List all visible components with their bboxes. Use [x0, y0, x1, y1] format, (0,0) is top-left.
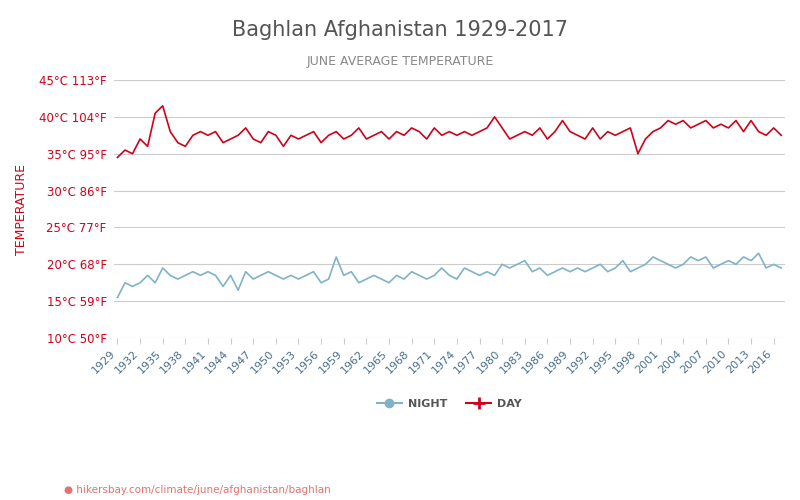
Y-axis label: TEMPERATURE: TEMPERATURE [15, 164, 28, 254]
Text: Baghlan Afghanistan 1929-2017: Baghlan Afghanistan 1929-2017 [232, 20, 568, 40]
Legend: NIGHT, DAY: NIGHT, DAY [372, 394, 527, 414]
Text: JUNE AVERAGE TEMPERATURE: JUNE AVERAGE TEMPERATURE [306, 55, 494, 68]
Text: ● hikersbay.com/climate/june/afghanistan/baghlan: ● hikersbay.com/climate/june/afghanistan… [64, 485, 330, 495]
